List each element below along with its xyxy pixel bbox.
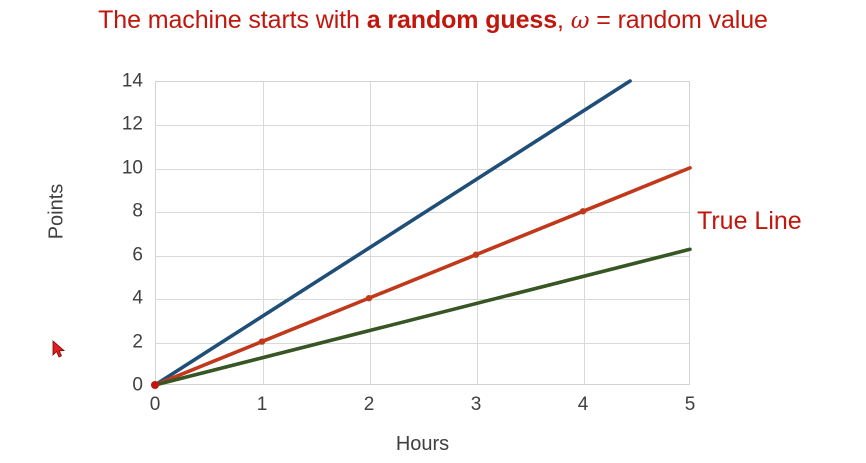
y-tick-label: 2 bbox=[132, 331, 143, 353]
x-tick-label: 0 bbox=[149, 394, 161, 415]
gridline-vertical bbox=[477, 82, 478, 384]
y-axis-ticks: 0 2 4 6 8 10 12 14 bbox=[95, 72, 143, 395]
origin-marker bbox=[151, 381, 159, 389]
y-tick-label: 4 bbox=[132, 287, 143, 309]
plot-area bbox=[155, 81, 690, 385]
y-tick-label: 12 bbox=[121, 113, 143, 135]
series-line bbox=[153, 247, 692, 387]
title-emphasis: a random guess bbox=[366, 6, 558, 34]
gridline-horizontal bbox=[156, 299, 689, 301]
gridline-horizontal bbox=[156, 255, 689, 257]
omega-symbol: ω bbox=[570, 8, 590, 34]
series-line bbox=[153, 166, 692, 387]
title-comma: , bbox=[557, 6, 571, 34]
data-point-marker bbox=[579, 208, 587, 215]
y-tick-label: 6 bbox=[132, 244, 143, 266]
gridline-horizontal bbox=[156, 168, 689, 170]
data-point-marker bbox=[258, 338, 266, 345]
true-line-annotation: True Line bbox=[697, 207, 802, 235]
gridline-horizontal bbox=[156, 342, 689, 344]
gridline-horizontal bbox=[156, 125, 689, 127]
y-tick-label: 14 bbox=[121, 70, 143, 92]
x-tick-label: 2 bbox=[363, 394, 375, 415]
y-tick-label: 10 bbox=[121, 157, 143, 179]
x-axis-ticks: 0 1 2 3 4 5 bbox=[150, 394, 696, 421]
title-prefix: The machine starts with bbox=[98, 6, 367, 34]
series-line bbox=[153, 79, 632, 387]
series-layer bbox=[151, 79, 692, 389]
data-point-marker bbox=[472, 251, 480, 258]
x-tick-label: 5 bbox=[684, 394, 696, 415]
gridline-vertical bbox=[263, 82, 264, 384]
x-tick-label: 3 bbox=[470, 394, 482, 415]
data-point-marker bbox=[365, 294, 373, 302]
x-axis-title: Hours bbox=[395, 433, 450, 455]
gridline-vertical bbox=[370, 82, 371, 384]
x-tick-label: 4 bbox=[577, 394, 589, 415]
slide-title: The machine starts with a random guess, … bbox=[0, 6, 866, 35]
x-tick-label: 1 bbox=[256, 394, 268, 415]
y-tick-label: 0 bbox=[132, 374, 143, 396]
mouse-pointer-icon bbox=[52, 340, 66, 358]
gridline-vertical bbox=[584, 82, 585, 384]
title-suffix: = random value bbox=[589, 6, 768, 34]
y-tick-label: 8 bbox=[132, 200, 143, 222]
